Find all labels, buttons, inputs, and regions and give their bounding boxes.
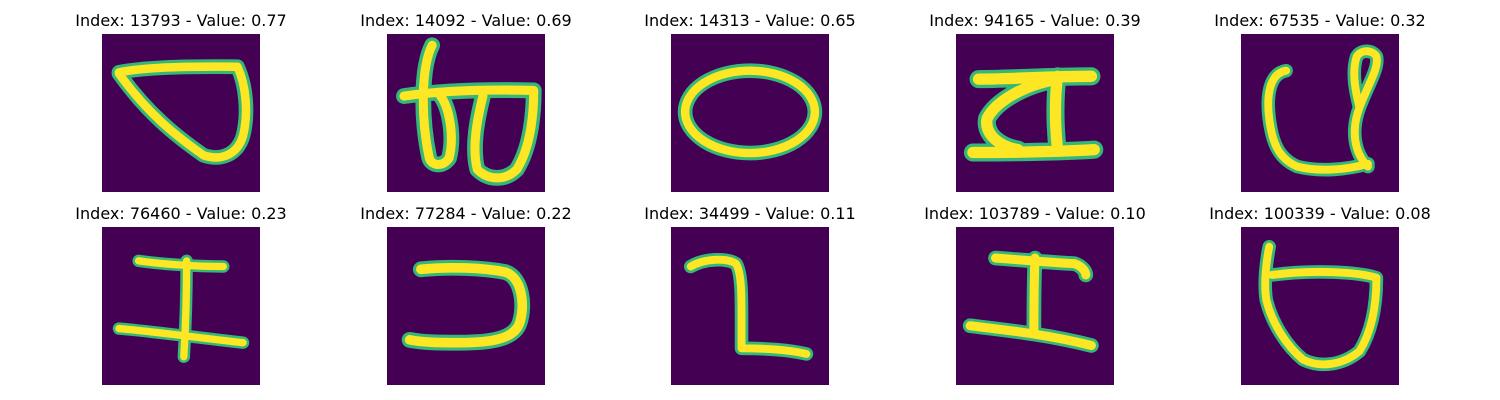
glyph-image [1241,34,1399,192]
grid-cell-2: Index: 14092 - Value: 0.69 [316,0,616,192]
grid-cell-6: Index: 76460 - Value: 0.23 [31,193,331,385]
grid-cell-5: Index: 67535 - Value: 0.32 [1170,0,1470,192]
image-title: Index: 14313 - Value: 0.65 [644,11,856,30]
grid-cell-4: Index: 94165 - Value: 0.39 [885,0,1185,192]
grid-cell-10: Index: 100339 - Value: 0.08 [1170,193,1470,385]
image-title: Index: 76460 - Value: 0.23 [75,204,287,223]
glyph-image [102,34,260,192]
grid-cell-3: Index: 14313 - Value: 0.65 [600,0,900,192]
grid-cell-1: Index: 13793 - Value: 0.77 [31,0,331,192]
image-title: Index: 94165 - Value: 0.39 [929,11,1141,30]
glyph-image [671,34,829,192]
image-title: Index: 100339 - Value: 0.08 [1209,204,1431,223]
image-title: Index: 14092 - Value: 0.69 [360,11,572,30]
image-title: Index: 67535 - Value: 0.32 [1214,11,1426,30]
glyph-image [956,227,1114,385]
image-title: Index: 103789 - Value: 0.10 [924,204,1146,223]
glyph-image [1241,227,1399,385]
grid-cell-9: Index: 103789 - Value: 0.10 [885,193,1185,385]
grid-cell-7: Index: 77284 - Value: 0.22 [316,193,616,385]
glyph-image [956,34,1114,192]
glyph-image [671,227,829,385]
grid-cell-8: Index: 34499 - Value: 0.11 [600,193,900,385]
image-title: Index: 13793 - Value: 0.77 [75,11,287,30]
image-title: Index: 34499 - Value: 0.11 [644,204,856,223]
glyph-image [387,227,545,385]
glyph-image [387,34,545,192]
glyph-image [102,227,260,385]
image-title: Index: 77284 - Value: 0.22 [360,204,572,223]
